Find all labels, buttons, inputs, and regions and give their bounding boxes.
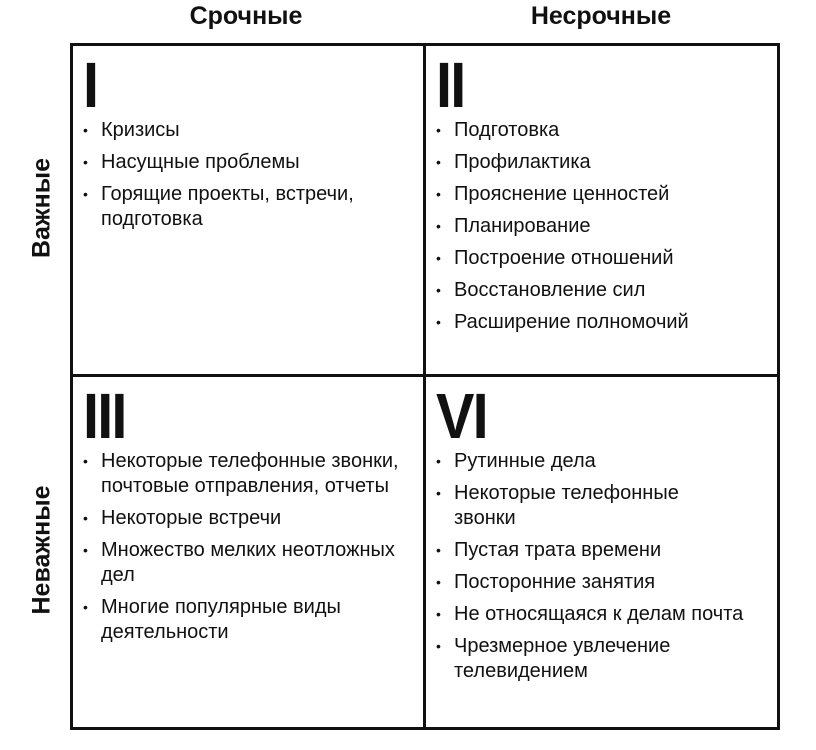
list-item: Рутинные дела bbox=[436, 449, 746, 474]
item-list: Некоторые телефонные звонки, почтовые от… bbox=[83, 449, 408, 645]
list-item: Горящие проекты, встречи, подготовка bbox=[83, 182, 408, 232]
list-item: Посторонние занятия bbox=[436, 570, 746, 595]
list-item: Прояснение ценностей bbox=[436, 182, 771, 207]
column-header: Несрочные bbox=[530, 2, 672, 30]
list-item: Некоторые телефонные звонки, почтовые от… bbox=[83, 449, 408, 499]
list-item: Подготовка bbox=[436, 118, 771, 143]
list-item: Насущные проблемы bbox=[83, 150, 408, 175]
matrix: IКризисы Насущные проблемы Горящие проекты… bbox=[70, 43, 780, 730]
divider bbox=[423, 46, 426, 727]
list-item: Кризисы bbox=[83, 118, 408, 143]
list-item: Некоторые встречи bbox=[83, 506, 408, 531]
item-list: Рутинные дела Некоторые телефонные звонки… bbox=[436, 449, 746, 684]
quadrant-numeral: VI bbox=[436, 380, 489, 452]
quadrant: IКризисы Насущные проблемы Горящие проекты… bbox=[73, 46, 408, 374]
row-header: Неважные bbox=[27, 485, 56, 615]
item-list: Подготовка Профилактика Прояснение ценност… bbox=[436, 118, 771, 335]
column-header: Срочные bbox=[189, 2, 303, 30]
quadrant: IIIНекоторые телефонные звонки, почтовые… bbox=[73, 377, 408, 727]
list-item: Не относящаяся к делам почта bbox=[436, 602, 746, 627]
item-list: Кризисы Насущные проблемы Горящие проекты,… bbox=[83, 118, 408, 232]
list-item: Профилактика bbox=[436, 150, 771, 175]
list-item: Планирование bbox=[436, 214, 771, 239]
row-header: Важные bbox=[27, 157, 56, 259]
quadrant: IIПодготовка Профилактика Прояснение ценно… bbox=[426, 46, 771, 374]
quadrant-numeral: III bbox=[83, 380, 127, 452]
divider bbox=[73, 374, 777, 377]
list-item: Чрезмерное увлечение телевидением bbox=[436, 634, 746, 684]
list-item: Восстановление сил bbox=[436, 278, 771, 303]
list-item: Многие популярные виды деятельности bbox=[83, 595, 408, 645]
quadrant-numeral: II bbox=[436, 49, 466, 121]
list-item: Расширение полномочий bbox=[436, 310, 771, 335]
list-item: Пустая трата времени bbox=[436, 538, 746, 563]
list-item: Некоторые телефонные звонки bbox=[436, 481, 746, 531]
quadrant-numeral: I bbox=[83, 49, 99, 121]
quadrant: VIРутинные дела Некоторые телефонные звон… bbox=[426, 377, 746, 727]
list-item: Построение отношений bbox=[436, 246, 771, 271]
list-item: Множество мелких неотложных дел bbox=[83, 538, 408, 588]
